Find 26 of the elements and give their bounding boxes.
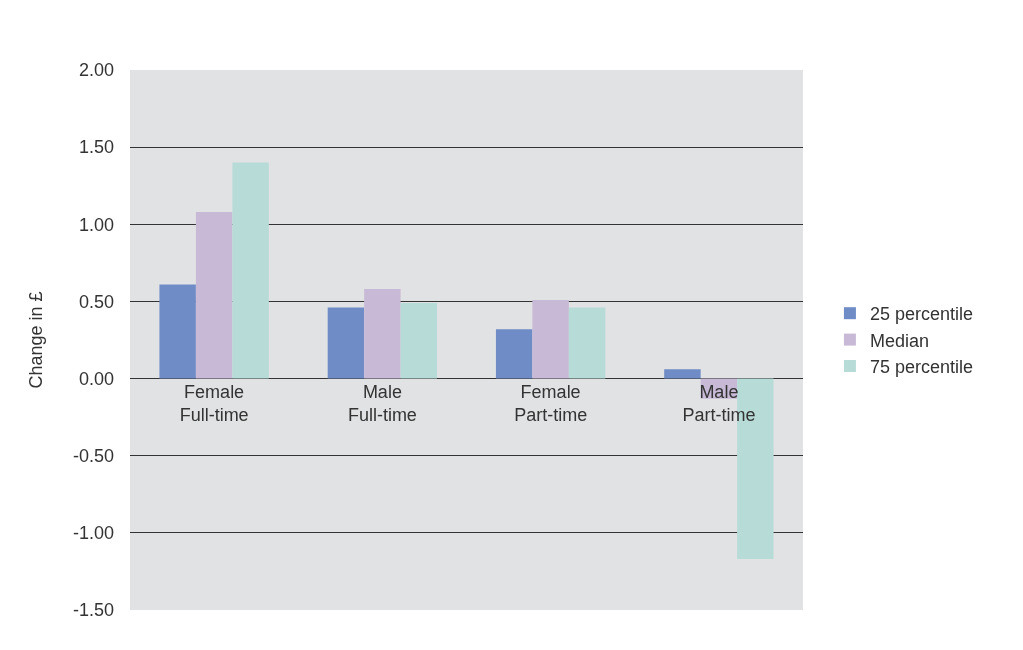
y-tick-label: 0.00 xyxy=(78,368,114,389)
bar xyxy=(327,307,365,379)
legend-label: 75 percentile xyxy=(869,357,973,378)
bar xyxy=(664,369,701,379)
bar xyxy=(400,302,438,379)
bar xyxy=(159,284,196,379)
x-tick-label: Female Full-time xyxy=(179,381,249,425)
x-tick-label: Female Part-time xyxy=(514,381,588,425)
legend-label: Median xyxy=(869,330,929,351)
y-tick-label: 1.50 xyxy=(78,137,114,158)
y-tick-label: 0.50 xyxy=(78,291,114,312)
bar xyxy=(195,211,233,379)
bar xyxy=(568,307,606,379)
y-tick-label: -1.50 xyxy=(72,600,114,621)
x-tick-label: Male Part-time xyxy=(682,381,756,425)
y-tick-label: -1.00 xyxy=(72,523,114,544)
bar xyxy=(532,299,569,379)
y-tick-label: 2.00 xyxy=(78,60,114,81)
x-tick-label: Male Full-time xyxy=(347,381,417,425)
bar xyxy=(364,289,401,379)
y-tick-label: 1.00 xyxy=(78,214,114,235)
legend-label: 25 percentile xyxy=(869,304,973,325)
y-tick-label: -0.50 xyxy=(72,446,114,467)
bar xyxy=(232,162,269,379)
bar xyxy=(495,329,533,379)
y-axis-title: Change in £ xyxy=(26,291,47,389)
